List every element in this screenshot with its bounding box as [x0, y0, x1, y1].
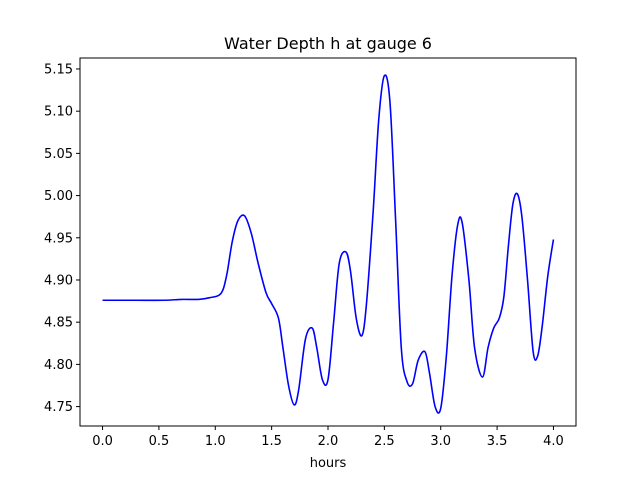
series-layer — [102, 74, 555, 414]
x-tick-label: 3.5 — [487, 434, 508, 449]
axes-frame — [79, 57, 577, 427]
y-tick-label: 5.15 — [44, 62, 73, 77]
x-tick-label: 4.0 — [543, 434, 564, 449]
x-axis-ticks: 0.0 0.5 1.0 1.5 2.0 2.5 3.0 3.5 4.0 — [92, 426, 564, 449]
x-tick-label: 1.5 — [261, 434, 282, 449]
y-tick-label: 4.85 — [44, 316, 73, 331]
x-tick-label: 1.0 — [205, 434, 226, 449]
x-tick-label: 2.0 — [318, 434, 339, 449]
y-axis-ticks: 4.75 4.80 4.85 4.90 4.95 5.00 5.05 5.10 5.15 — [44, 62, 80, 415]
y-tick-label: 4.80 — [44, 358, 73, 373]
y-tick-label: 4.90 — [44, 273, 73, 288]
y-tick-label: 5.05 — [44, 147, 73, 162]
series-line — [102, 74, 555, 414]
x-axis-label: hours — [310, 456, 347, 471]
x-tick-label: 0.5 — [149, 434, 170, 449]
y-tick-label: 4.75 — [44, 400, 73, 415]
chart-title: Water Depth h at gauge 6 — [224, 34, 432, 53]
x-tick-label: 3.0 — [430, 434, 451, 449]
x-tick-label: 0.0 — [92, 434, 113, 449]
y-tick-label: 4.95 — [44, 231, 73, 246]
y-tick-label: 5.10 — [44, 105, 73, 120]
y-tick-label: 5.00 — [44, 189, 73, 204]
x-tick-label: 2.5 — [374, 434, 395, 449]
